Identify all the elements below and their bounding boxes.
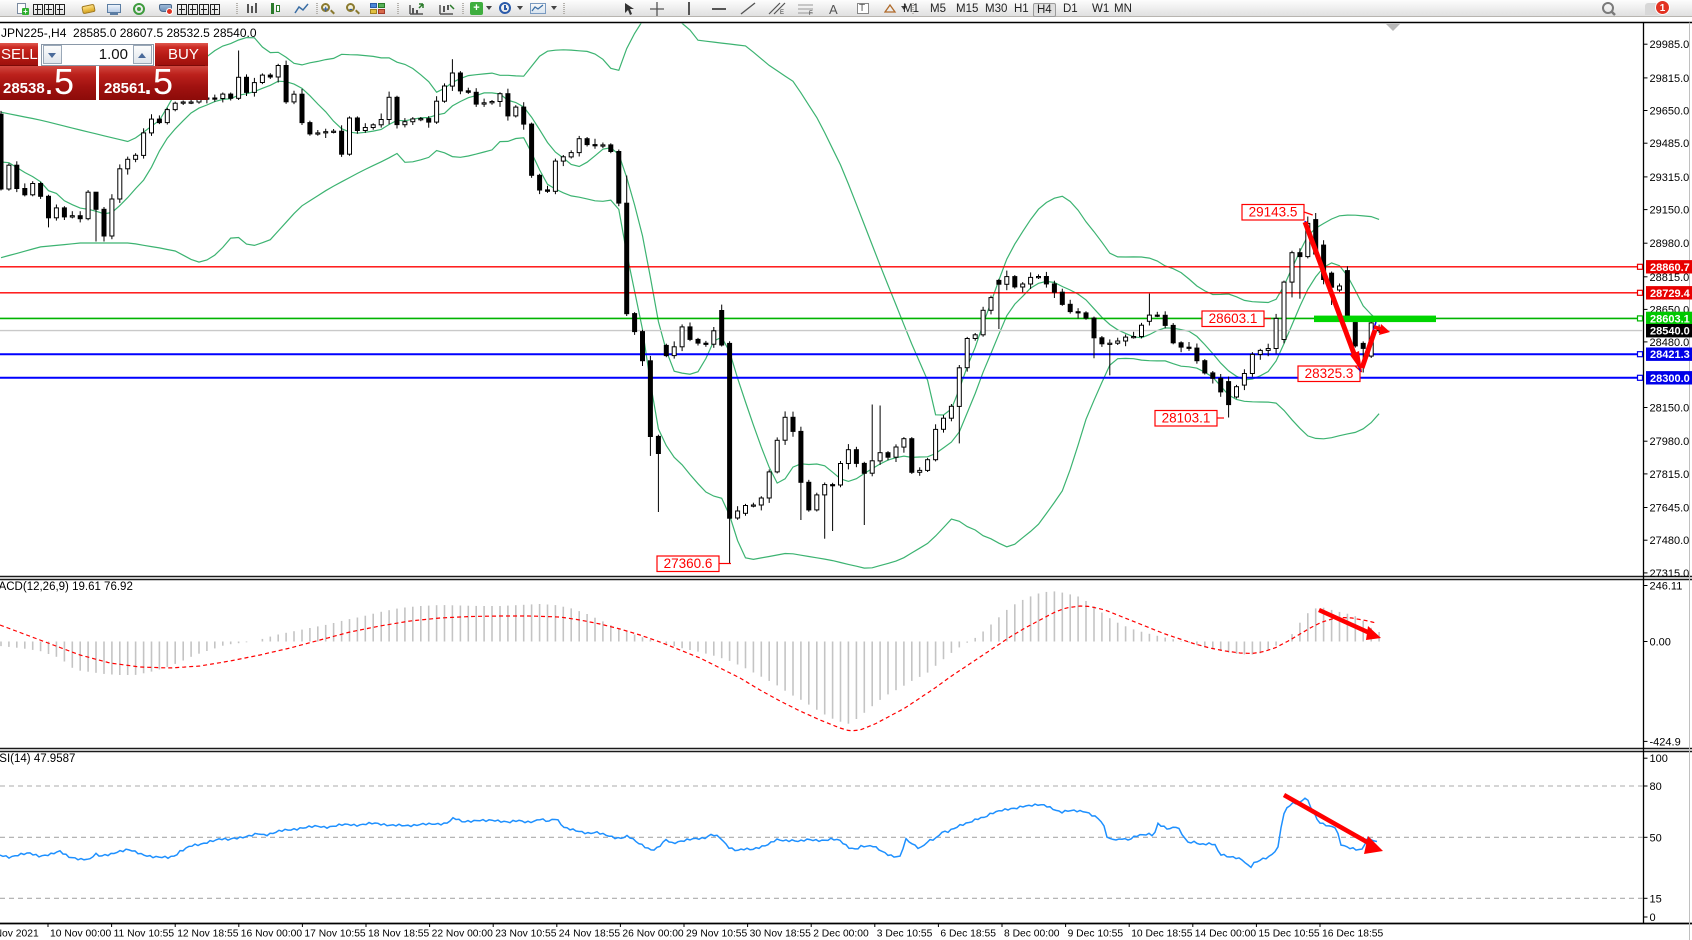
svg-text:28603.1: 28603.1	[1209, 311, 1258, 326]
svg-text:28325.3: 28325.3	[1305, 366, 1354, 381]
svg-text:18 Nov 18:55: 18 Nov 18:55	[368, 929, 430, 940]
svg-text:28540.0: 28540.0	[1650, 326, 1690, 338]
svg-text:17 Nov 10:55: 17 Nov 10:55	[304, 929, 366, 940]
svg-text:29985.0: 29985.0	[1650, 39, 1690, 51]
svg-text:26 Nov 00:00: 26 Nov 00:00	[622, 929, 684, 940]
svg-text:27360.6: 27360.6	[664, 556, 713, 571]
svg-text:11 Nov 10:55: 11 Nov 10:55	[114, 929, 175, 940]
svg-text:0: 0	[1650, 912, 1656, 924]
svg-text:2 Dec 00:00: 2 Dec 00:00	[813, 929, 869, 940]
svg-text:28421.3: 28421.3	[1650, 349, 1690, 361]
svg-text:15: 15	[1650, 893, 1662, 905]
svg-text:29815.0: 29815.0	[1650, 73, 1690, 85]
svg-text:27980.0: 27980.0	[1650, 436, 1690, 448]
svg-text:27315.0: 27315.0	[1650, 568, 1690, 580]
svg-text:29150.0: 29150.0	[1650, 205, 1690, 217]
svg-text:29485.0: 29485.0	[1650, 138, 1690, 150]
svg-text:28150.0: 28150.0	[1650, 403, 1690, 415]
svg-text:0.00: 0.00	[1650, 637, 1671, 649]
svg-text:JPN225-,H4 28585.0 28607.5 28: JPN225-,H4 28585.0 28607.5 28532.5 28540…	[1, 26, 257, 40]
svg-text:10 Dec 18:55: 10 Dec 18:55	[1131, 929, 1193, 940]
svg-text:28480.0: 28480.0	[1650, 337, 1690, 349]
svg-text:28980.0: 28980.0	[1650, 238, 1690, 250]
svg-text:12 Nov 18:55: 12 Nov 18:55	[177, 929, 239, 940]
svg-text:29143.5: 29143.5	[1249, 205, 1298, 220]
svg-text:3 Dec 10:55: 3 Dec 10:55	[877, 929, 933, 940]
svg-text:8 Dec 00:00: 8 Dec 00:00	[1004, 929, 1060, 940]
svg-text:16 Nov 00:00: 16 Nov 00:00	[241, 929, 303, 940]
svg-text:246.11: 246.11	[1650, 581, 1683, 593]
svg-text:27645.0: 27645.0	[1650, 503, 1690, 515]
svg-text:6 Dec 18:55: 6 Dec 18:55	[940, 929, 996, 940]
svg-text:29650.0: 29650.0	[1650, 106, 1690, 118]
svg-text:100: 100	[1650, 753, 1668, 765]
svg-text:F: F	[809, 11, 813, 15]
svg-text:14 Dec 00:00: 14 Dec 00:00	[1195, 929, 1257, 940]
svg-text:9 Nov 2021: 9 Nov 2021	[0, 929, 39, 940]
svg-text:MACD(12,26,9) 19.61 76.92: MACD(12,26,9) 19.61 76.92	[0, 581, 133, 593]
svg-text:50: 50	[1650, 832, 1662, 844]
svg-text:29315.0: 29315.0	[1650, 172, 1690, 184]
svg-text:22 Nov 00:00: 22 Nov 00:00	[432, 929, 494, 940]
svg-text:16 Dec 18:55: 16 Dec 18:55	[1322, 929, 1384, 940]
svg-text:27480.0: 27480.0	[1650, 535, 1690, 547]
svg-text:28603.1: 28603.1	[1650, 313, 1690, 325]
svg-text:30 Nov 18:55: 30 Nov 18:55	[750, 929, 812, 940]
svg-text:9 Dec 10:55: 9 Dec 10:55	[1068, 929, 1124, 940]
svg-text:RSI(14) 47.9587: RSI(14) 47.9587	[0, 753, 75, 765]
svg-text:15 Dec 10:55: 15 Dec 10:55	[1258, 929, 1320, 940]
svg-text:E: E	[780, 10, 784, 15]
svg-text:24 Nov 18:55: 24 Nov 18:55	[559, 929, 621, 940]
svg-text:28300.0: 28300.0	[1650, 373, 1690, 385]
svg-text:28729.4: 28729.4	[1650, 288, 1691, 300]
svg-text:29 Nov 10:55: 29 Nov 10:55	[686, 929, 748, 940]
svg-text:28860.7: 28860.7	[1650, 262, 1690, 274]
svg-text:-424.9: -424.9	[1650, 736, 1681, 748]
svg-text:27815.0: 27815.0	[1650, 469, 1690, 481]
svg-text:28815.0: 28815.0	[1650, 272, 1690, 284]
svg-text:80: 80	[1650, 781, 1662, 793]
svg-text:23 Nov 10:55: 23 Nov 10:55	[495, 929, 557, 940]
svg-text:10 Nov 00:00: 10 Nov 00:00	[50, 929, 112, 940]
svg-text:28103.1: 28103.1	[1162, 411, 1211, 426]
